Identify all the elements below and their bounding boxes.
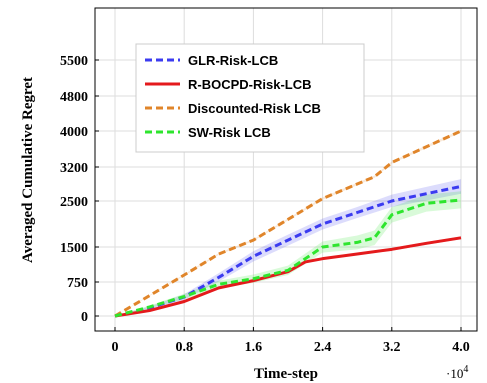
series-line-Discounted-Risk LCB bbox=[114, 129, 462, 318]
x-tick-label: 3.2 bbox=[383, 340, 401, 355]
legend-label: GLR-Risk-LCB bbox=[188, 53, 278, 68]
x-tick-label: 2.4 bbox=[314, 340, 332, 355]
x-tick-label: 0.8 bbox=[175, 340, 193, 355]
x-tick-label: 4.0 bbox=[452, 340, 470, 355]
confidence-bands bbox=[115, 129, 461, 316]
legend-label: Discounted-Risk LCB bbox=[188, 101, 321, 116]
band-Discounted-Risk LCB bbox=[115, 129, 461, 316]
x-axis-multiplier-base: ·10 bbox=[446, 366, 463, 381]
band-SW-Risk LCB bbox=[115, 191, 461, 316]
x-axis-title: Time-step bbox=[254, 366, 318, 382]
series-lines bbox=[114, 129, 462, 318]
series-line-SW-Risk LCB bbox=[114, 198, 462, 318]
y-tick-label: 4800 bbox=[60, 90, 88, 105]
y-axis-title: Averaged Cumulative Regret bbox=[20, 77, 36, 263]
legend-label: R-BOCPD-Risk-LCB bbox=[188, 77, 312, 92]
x-tick-label: 1.6 bbox=[245, 340, 263, 355]
series-line-R-BOCPD-Risk-LCB bbox=[114, 236, 462, 318]
y-tick-label: 4000 bbox=[60, 125, 88, 140]
y-tick-label: 3200 bbox=[60, 161, 88, 176]
y-tick-label: 2500 bbox=[60, 195, 88, 210]
y-tick-label: 750 bbox=[67, 276, 88, 291]
y-tick-label: 1500 bbox=[60, 241, 88, 256]
legend-label: SW-Risk LCB bbox=[188, 125, 271, 140]
x-axis-multiplier: ·104 bbox=[446, 364, 468, 381]
y-tick-label: 0 bbox=[81, 310, 88, 325]
legend: GLR-Risk-LCB R-BOCPD-Risk-LCB Discounted-R… bbox=[135, 43, 365, 153]
x-tick-label: 0 bbox=[112, 340, 119, 355]
legend-box bbox=[135, 43, 365, 153]
plot-frame bbox=[94, 7, 478, 332]
x-axis-multiplier-exponent: 4 bbox=[463, 364, 468, 375]
ticks: 0 0.8 1.6 2.4 3.2 4.0 0 750 1500 2500 3200 4000 4800… bbox=[60, 54, 470, 355]
y-tick-label: 5500 bbox=[60, 54, 88, 69]
